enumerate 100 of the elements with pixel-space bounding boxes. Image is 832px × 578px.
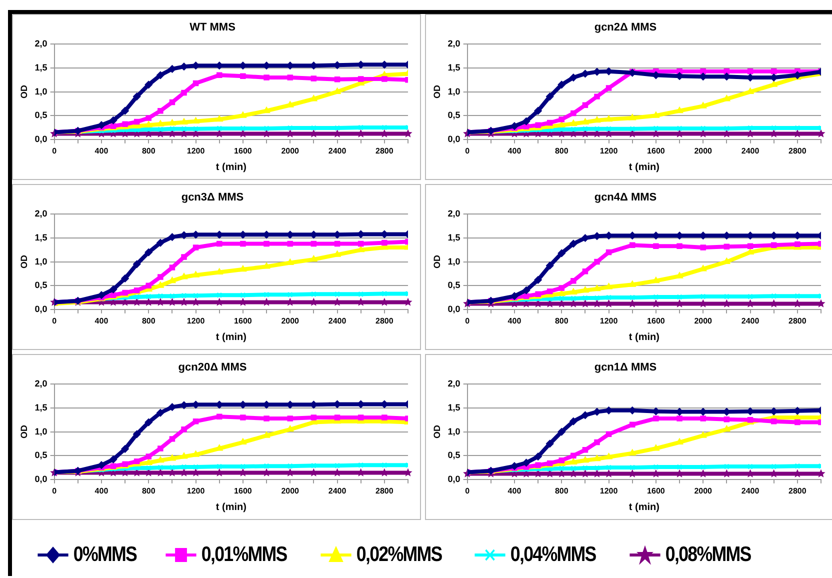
x-tick-label: 0 — [465, 486, 470, 496]
x-axis-title: t (min) — [216, 502, 246, 513]
x-tick-label: 0 — [465, 316, 470, 326]
x-tick-label: 2800 — [788, 146, 807, 156]
y-tick-label: 2,0 — [448, 378, 460, 389]
x-tick-label: 2400 — [741, 316, 760, 326]
x-tick-label: 1600 — [234, 486, 252, 496]
chart-title: gcn4Δ MMS — [594, 192, 657, 204]
y-tick-label: 1,0 — [34, 256, 48, 266]
x-tick-label: 2400 — [328, 146, 347, 156]
x-tick-label: 2800 — [376, 316, 394, 326]
x-tick-label: 1600 — [647, 486, 666, 496]
y-tick-label: 0,0 — [34, 304, 48, 314]
x-tick-label: 800 — [142, 486, 156, 496]
x-tick-label: 400 — [508, 146, 522, 156]
x-tick-label: 2800 — [788, 486, 807, 496]
x-tick-label: 0 — [52, 486, 58, 496]
x-axis-title: t (min) — [628, 502, 660, 513]
y-tick-label: 1,0 — [448, 256, 460, 266]
y-tick-label: 1,5 — [34, 232, 48, 242]
y-tick-label: 1,5 — [448, 232, 460, 242]
y-tick-label: 0,5 — [448, 450, 460, 460]
y-tick-label: 2,0 — [34, 378, 48, 389]
legend-label: 0%MMS — [73, 543, 137, 567]
chart-title: gcn2Δ MMS — [594, 22, 657, 34]
x-tick-label: 400 — [508, 486, 522, 496]
y-axis-title: OD — [18, 424, 29, 439]
y-axis-title: OD — [432, 254, 442, 269]
y-tick-label: 0,5 — [34, 280, 48, 290]
y-axis-title: OD — [18, 254, 29, 269]
x-tick-label: 400 — [508, 316, 522, 326]
x-tick-label: 2400 — [328, 486, 347, 496]
x-axis-title: t (min) — [216, 162, 246, 173]
chart-title: gcn20Δ MMS — [178, 362, 247, 374]
y-tick-label: 1,0 — [448, 86, 460, 96]
y-axis-title: OD — [18, 84, 29, 99]
x-tick-label: 1200 — [600, 146, 618, 156]
y-axis-title: OD — [432, 84, 442, 99]
x-tick-label: 2800 — [788, 316, 807, 326]
legend-label: 0,04%MMS — [510, 543, 596, 567]
y-tick-label: 2,0 — [34, 208, 48, 219]
x-axis-title: t (min) — [628, 332, 660, 343]
x-tick-label: 2000 — [281, 316, 300, 326]
x-tick-label: 1600 — [647, 316, 666, 326]
legend-label: 0,08%MMS — [665, 543, 751, 567]
legend-label: 0,02%MMS — [356, 543, 442, 567]
x-tick-label: 1200 — [600, 316, 618, 326]
y-tick-label: 0,5 — [34, 450, 48, 460]
y-tick-label: 0,0 — [34, 134, 48, 144]
y-tick-label: 1,0 — [34, 86, 48, 96]
chart-title: gcn3Δ MMS — [181, 192, 244, 204]
x-tick-label: 2000 — [694, 316, 713, 326]
x-tick-label: 1200 — [186, 316, 206, 326]
x-tick-label: 400 — [94, 486, 109, 496]
y-tick-label: 1,5 — [34, 402, 48, 412]
x-axis-title: t (min) — [628, 162, 660, 173]
x-tick-label: 0 — [465, 146, 470, 156]
y-tick-label: 1,5 — [448, 62, 460, 72]
x-tick-label: 1200 — [186, 146, 206, 156]
x-tick-label: 800 — [142, 146, 156, 156]
x-tick-label: 1600 — [234, 316, 252, 326]
chart-title: WT MMS — [190, 22, 236, 34]
x-tick-label: 1600 — [647, 146, 666, 156]
x-tick-label: 2000 — [281, 486, 300, 496]
y-tick-label: 0,0 — [448, 304, 460, 314]
x-tick-label: 2400 — [741, 486, 760, 496]
x-tick-label: 2000 — [694, 486, 713, 496]
x-tick-label: 800 — [554, 486, 569, 496]
x-tick-label: 2000 — [694, 146, 713, 156]
y-tick-label: 2,0 — [34, 38, 48, 49]
x-tick-label: 800 — [554, 146, 569, 156]
x-tick-label: 1200 — [600, 486, 618, 496]
x-tick-label: 2400 — [328, 316, 347, 326]
y-tick-label: 0,5 — [448, 280, 460, 290]
y-axis-title: OD — [432, 424, 442, 439]
y-tick-label: 0,0 — [448, 474, 460, 484]
x-axis-title: t (min) — [216, 332, 246, 343]
y-tick-label: 0,5 — [448, 110, 460, 120]
y-tick-label: 1,5 — [34, 62, 48, 72]
y-tick-label: 1,0 — [448, 426, 460, 436]
x-tick-label: 2800 — [376, 146, 394, 156]
x-tick-label: 1600 — [234, 146, 252, 156]
y-tick-label: 2,0 — [448, 38, 460, 49]
x-tick-label: 800 — [554, 316, 569, 326]
x-tick-label: 0 — [52, 316, 58, 326]
x-tick-label: 2000 — [281, 146, 300, 156]
y-tick-label: 0,0 — [34, 474, 48, 484]
x-tick-label: 2800 — [376, 486, 394, 496]
x-tick-label: 800 — [142, 316, 156, 326]
y-tick-label: 2,0 — [448, 208, 460, 219]
x-tick-label: 400 — [94, 316, 109, 326]
y-tick-label: 0,5 — [34, 110, 48, 120]
y-tick-label: 1,5 — [448, 402, 460, 412]
x-tick-label: 1200 — [186, 486, 206, 496]
x-tick-label: 2400 — [741, 146, 760, 156]
x-tick-label: 400 — [94, 146, 109, 156]
y-tick-label: 1,0 — [34, 426, 48, 436]
chart-title: gcn1Δ MMS — [594, 362, 657, 374]
x-tick-label: 0 — [52, 146, 58, 156]
legend-label: 0,01%MMS — [202, 543, 288, 567]
